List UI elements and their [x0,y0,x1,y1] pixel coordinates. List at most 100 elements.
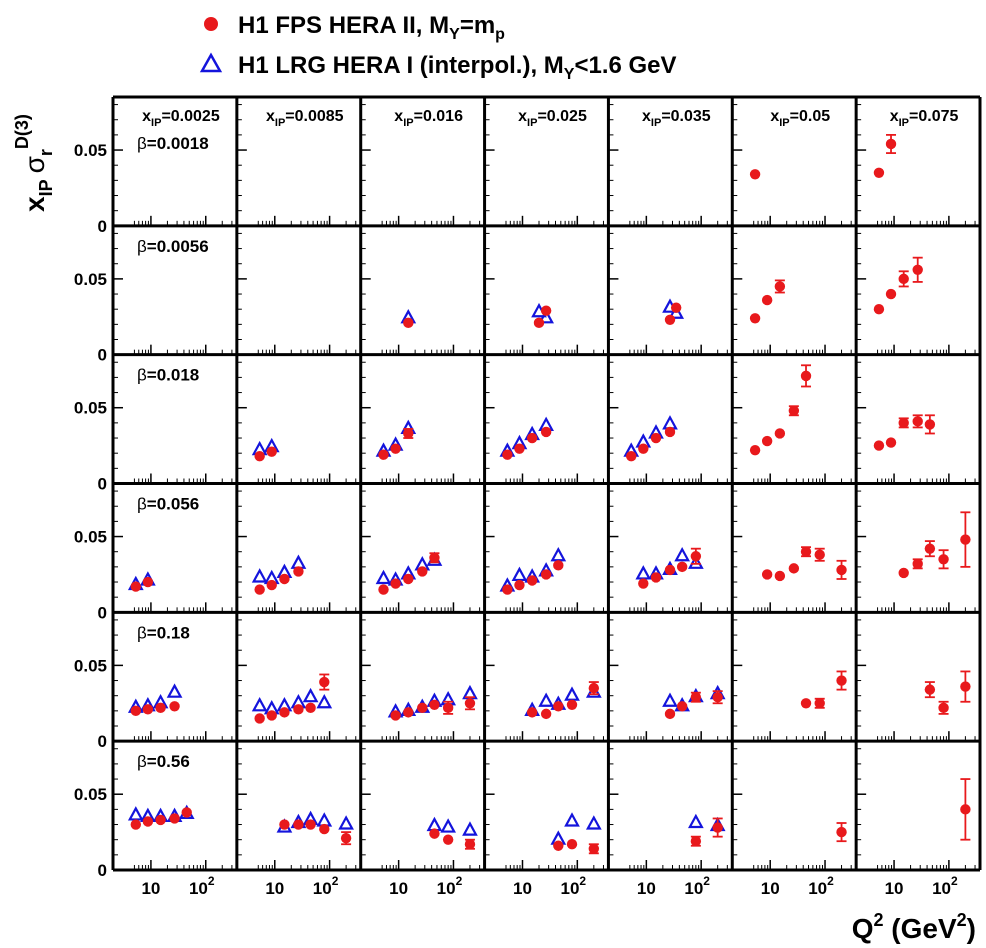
x-tick-base: 10 [561,879,580,898]
xip-label-x: x [142,108,151,125]
beta-label: β=0.018 [137,366,199,385]
lrg-point [166,683,183,698]
fps-point [464,839,476,850]
fps-point [442,834,454,845]
y-tick-label: 0.05 [74,528,107,547]
xip-label-value: =0.016 [414,108,463,125]
fps-point [155,814,166,826]
beta-value: =0.18 [147,623,190,642]
x-tick-label: 10 [885,879,904,898]
legend-fps-sub2: p [495,26,505,43]
xip-label-value: =0.025 [537,108,586,125]
legend-lrg-label: H1 LRG HERA I (interpol.), M [238,52,564,79]
fps-point [924,419,936,430]
fps-point [814,698,825,709]
fps-point [526,575,538,586]
fps-point [319,676,330,688]
y-tick-label: 0 [98,346,107,365]
fps-point [749,169,761,180]
fps-point [938,702,949,714]
lrg-point [564,812,580,827]
y-title-sigma-sub: r [36,149,56,156]
fps-point [429,699,440,710]
beta-value: =0.0018 [147,134,209,153]
lrg-point [564,686,580,701]
fps-point [761,294,773,306]
x-tick-base: 10 [808,879,827,898]
fps-point [664,314,676,326]
fps-point [774,428,786,439]
lrg-point [440,818,456,833]
fps-point [514,443,525,454]
x-tick-label: 10 [637,879,656,898]
xip-label-value: =0.0025 [161,108,219,125]
lrg-point [251,697,268,712]
beta-symbol: β [137,134,147,153]
xip-label-sub: IP [779,117,789,129]
beta-value: =0.56 [147,752,190,771]
fps-point [873,303,885,315]
fps-point [638,443,649,454]
fps-point [540,305,552,316]
lrg-point [538,308,554,324]
x-tick-label: 102 [189,874,215,898]
x-tick-label: 10 [513,879,532,898]
fps-point [533,317,545,329]
x-title-q: Q [852,913,874,944]
lrg-point [511,566,528,582]
fps-point [514,579,525,591]
fps-point [254,451,265,462]
fps-point [403,317,414,329]
y-tick-label: 0 [98,217,107,236]
fps-point [676,561,688,573]
xip-label-sub: IP [151,117,161,129]
fps-point [898,273,909,285]
fps-point [960,804,971,815]
x-tick-label: 10 [265,879,284,898]
x-title-unit-sup: 2 [957,910,967,930]
y-tick-label: 0 [98,475,107,494]
fps-point [254,713,265,724]
fps-point [588,682,600,694]
fps-point [429,828,440,839]
legend-item-fps: H1 FPS HERA II, MY=mp [204,12,505,43]
fps-point [800,546,812,557]
beta-symbol: β [137,237,147,256]
lrg-point [550,546,567,562]
fps-point [638,578,649,589]
fps-point [800,370,812,382]
xip-label-sub: IP [403,117,413,129]
x-tick-label: 10 [389,879,408,898]
lrg-point [375,569,392,585]
y-tick-label: 0 [98,603,107,622]
x-tick-label: 102 [808,874,834,898]
fps-point [664,708,676,720]
fps-point [417,566,428,577]
fps-point [788,563,800,574]
fps-point [836,675,847,686]
lrg-point [462,821,478,836]
fps-point [169,813,180,824]
fps-point [650,572,662,583]
fps-point [540,426,552,438]
fps-point [690,551,702,562]
fps-point [293,819,304,830]
x-tick-base: 10 [437,879,456,898]
lrg-point [688,554,704,569]
lrg-point [302,687,319,703]
xip-label-value: =0.035 [661,108,710,125]
fps-point [279,707,290,718]
lrg-point [290,554,307,569]
y-tick-label: 0.05 [74,270,107,289]
fps-point [836,564,847,576]
beta-symbol: β [137,752,147,771]
fps-point [540,569,552,580]
xip-label-value: =0.0085 [285,108,343,125]
xip-label: xIP=0.0085 [266,108,344,129]
fps-point [254,584,265,595]
x-axis-title: Q2 (GeV2) [852,910,976,944]
xip-label-value: =0.075 [909,108,958,125]
fps-point [130,705,142,717]
fps-point [690,692,702,703]
